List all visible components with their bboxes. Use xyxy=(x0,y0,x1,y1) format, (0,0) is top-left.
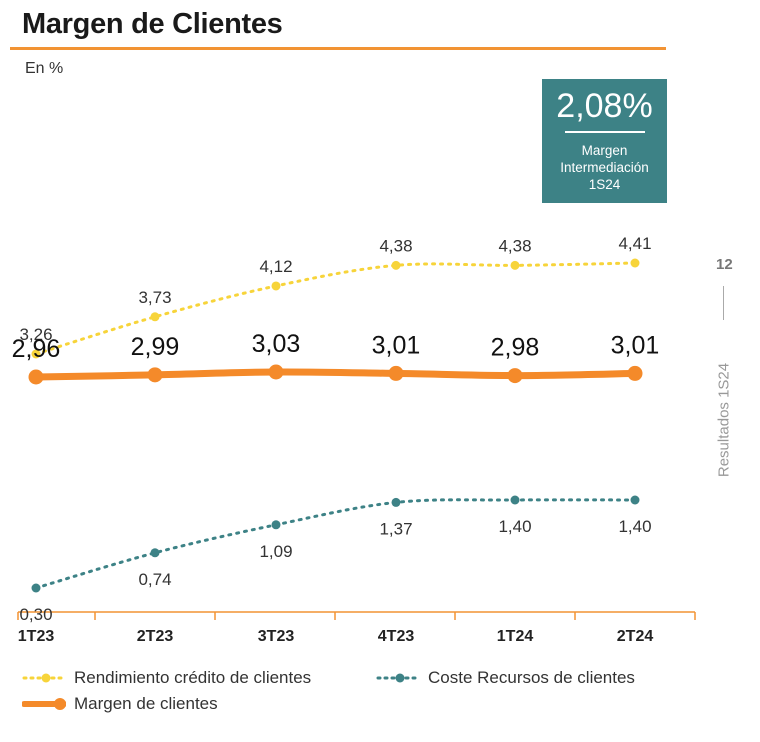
data-point-rendimiento-1T24 xyxy=(510,260,520,270)
data-point-margen-1T24 xyxy=(507,368,523,384)
x-tick-label-1T24: 1T24 xyxy=(497,628,534,645)
data-label-margen-1T24: 2,98 xyxy=(491,334,540,362)
side-divider xyxy=(723,286,724,320)
kpi-divider xyxy=(564,131,645,133)
data-point-margen-3T23 xyxy=(268,364,284,380)
data-point-margen-2T24 xyxy=(627,365,643,381)
data-point-rendimiento-4T23 xyxy=(391,260,401,270)
data-label-margen-4T23: 3,01 xyxy=(372,331,421,359)
data-point-rendimiento-3T23 xyxy=(271,281,281,291)
legend-item-margen: Margen de clientes xyxy=(22,694,218,714)
kpi-box: 2,08% Margen Intermediación 1S24 xyxy=(542,79,667,203)
data-label-coste-4T23: 1,37 xyxy=(379,519,412,538)
data-label-rendimiento-2T24: 4,41 xyxy=(618,234,651,253)
data-point-rendimiento-2T24 xyxy=(630,258,640,268)
data-label-coste-2T24: 1,40 xyxy=(618,517,651,536)
legend-label-coste: Coste Recursos de clientes xyxy=(428,668,635,687)
legend-swatch-coste xyxy=(376,673,418,683)
title-underline xyxy=(10,47,666,50)
legend-swatch-rendimiento xyxy=(22,673,64,683)
legend-swatch-margen xyxy=(22,698,66,710)
data-point-coste-2T24 xyxy=(630,495,640,505)
data-point-rendimiento-2T23 xyxy=(150,312,160,322)
data-label-coste-2T23: 0,74 xyxy=(138,570,171,589)
data-point-margen-4T23 xyxy=(388,365,404,381)
legend-item-rendimiento: Rendimiento crédito de clientes xyxy=(22,668,311,688)
series-line-rendimiento xyxy=(34,261,637,356)
page-number: 12 xyxy=(716,256,733,273)
data-label-rendimiento-1T23: 3,26 xyxy=(19,325,52,344)
data-label-coste-1T24: 1,40 xyxy=(498,517,531,536)
data-point-coste-1T24 xyxy=(510,495,520,505)
kpi-label-line3: 1S24 xyxy=(588,177,621,192)
legend-item-coste: Coste Recursos de clientes xyxy=(376,668,635,688)
series-line-coste xyxy=(34,498,637,590)
x-tick-label-3T23: 3T23 xyxy=(258,628,295,645)
data-label-rendimiento-1T24: 4,38 xyxy=(498,236,531,255)
chart-title: Margen de Clientes xyxy=(22,8,283,40)
x-tick-label-2T23: 2T23 xyxy=(137,628,174,645)
data-point-coste-3T23 xyxy=(271,520,281,530)
data-label-rendimiento-4T23: 4,38 xyxy=(379,236,412,255)
data-label-margen-2T24: 3,01 xyxy=(611,331,660,359)
x-tick-label-4T23: 4T23 xyxy=(378,628,415,645)
legend-label-rendimiento: Rendimiento crédito de clientes xyxy=(74,668,312,687)
kpi-value: 2,08% xyxy=(556,87,653,125)
data-point-coste-2T23 xyxy=(150,548,160,558)
data-label-margen-2T23: 2,99 xyxy=(131,333,180,361)
data-label-margen-1T23: 2,96 xyxy=(12,335,61,363)
kpi-label-line2: Intermediación xyxy=(560,160,649,175)
data-point-coste-1T23 xyxy=(31,583,41,593)
data-label-rendimiento-2T23: 3,73 xyxy=(138,288,171,307)
series-line-margen xyxy=(32,368,639,381)
x-tick-label-1T23: 1T23 xyxy=(18,628,55,645)
data-point-margen-2T23 xyxy=(147,367,163,383)
x-tick-label-2T24: 2T24 xyxy=(617,628,654,645)
unit-label: En % xyxy=(25,60,64,77)
data-label-rendimiento-3T23: 4,12 xyxy=(259,257,292,276)
data-label-coste-1T23: 0,30 xyxy=(19,605,52,624)
data-point-margen-1T23 xyxy=(28,369,44,385)
data-label-coste-3T23: 1,09 xyxy=(259,542,292,561)
data-point-rendimiento-1T23 xyxy=(31,349,41,359)
kpi-label-line1: Margen xyxy=(581,143,628,158)
data-point-coste-4T23 xyxy=(391,497,401,507)
data-label-margen-3T23: 3,03 xyxy=(252,330,301,358)
legend-label-margen: Margen de clientes xyxy=(74,694,218,713)
